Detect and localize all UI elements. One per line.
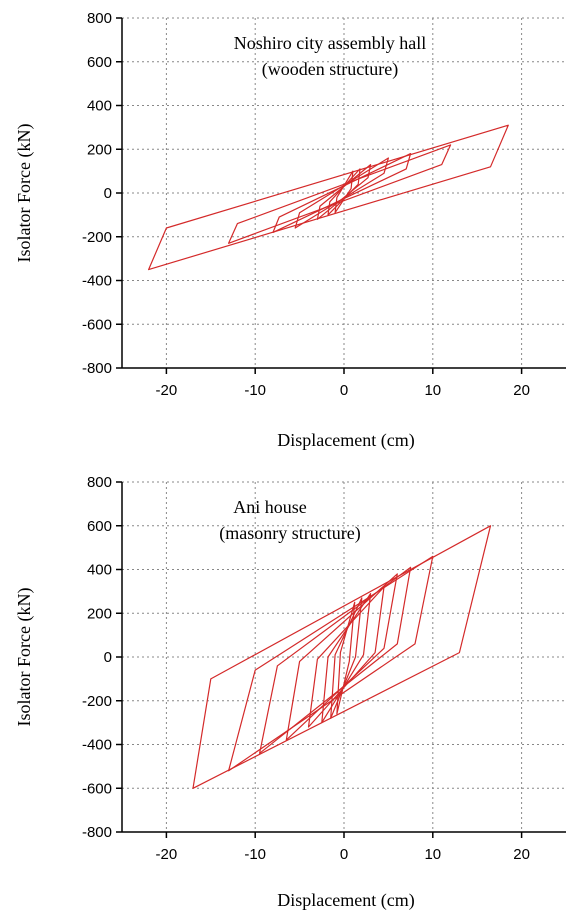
hysteresis-loop <box>192 525 492 789</box>
y-tick-label: -600 <box>82 780 112 797</box>
chart-annotation-line-2: (wooden structure) <box>262 59 398 80</box>
hysteresis-loop <box>148 124 509 271</box>
y-axis-label: Isolator Force (kN) <box>14 588 35 727</box>
hysteresis-loop <box>336 601 356 715</box>
x-tick-label: -20 <box>156 846 178 863</box>
hysteresis-loop <box>334 170 354 214</box>
y-tick-label: 0 <box>104 185 112 202</box>
hysteresis-loop <box>330 597 363 719</box>
hysteresis-loop <box>259 566 412 754</box>
x-tick-label: 0 <box>340 846 348 863</box>
y-tick-label: 400 <box>87 98 112 115</box>
hysteresis-loop <box>294 157 389 229</box>
hysteresis-loops <box>192 525 492 789</box>
y-axis-label: Isolator Force (kN) <box>14 124 35 263</box>
y-tick-label: 800 <box>87 10 112 27</box>
y-tick-labels: 800 600 400 200 0 -200 -400 -600 -800 <box>82 10 112 377</box>
y-tick-label: -800 <box>82 360 112 377</box>
chart-annotation-line-1: Noshiro city assembly hall <box>234 33 426 53</box>
x-tick-labels: -20 -10 0 10 20 <box>156 382 530 399</box>
x-tick-labels: -20 -10 0 10 20 <box>156 846 530 863</box>
x-tick-label: 10 <box>424 846 441 863</box>
y-tick-label: 800 <box>87 474 112 491</box>
y-tick-label: -600 <box>82 316 112 333</box>
chart-panel-top: 800 600 400 200 0 -200 -400 -600 -800 -20 -10 0 10 2… <box>14 10 566 451</box>
x-tick-label: 20 <box>513 382 530 399</box>
y-tick-label: 600 <box>87 54 112 71</box>
x-tick-label: -10 <box>244 846 266 863</box>
x-tick-label: -20 <box>156 382 178 399</box>
x-tick-label: 10 <box>424 382 441 399</box>
x-tick-label: -10 <box>244 382 266 399</box>
hysteresis-loop <box>272 153 412 233</box>
x-tick-label: 20 <box>513 846 530 863</box>
hysteresis-loop <box>321 592 372 724</box>
y-tick-label: 0 <box>104 649 112 666</box>
y-tick-label: -800 <box>82 824 112 841</box>
chart-annotation-line-1: Ani house <box>233 497 307 517</box>
x-axis-label: Displacement (cm) <box>277 890 414 911</box>
hysteresis-loops <box>148 124 509 271</box>
axes <box>116 17 566 374</box>
y-tick-label: 200 <box>87 141 112 158</box>
y-tick-label: -400 <box>82 737 112 754</box>
axes <box>116 481 566 838</box>
chart-annotation-line-2: (masonry structure) <box>219 523 360 544</box>
y-tick-label: -400 <box>82 273 112 290</box>
y-tick-label: 600 <box>87 518 112 535</box>
hysteresis-loop <box>327 168 361 216</box>
y-tick-label: 200 <box>87 605 112 622</box>
hysteresis-loop <box>307 586 385 728</box>
hysteresis-loop <box>228 144 452 244</box>
y-tick-label: -200 <box>82 693 112 710</box>
y-tick-label: 400 <box>87 562 112 579</box>
hysteresis-loop <box>228 555 434 772</box>
y-tick-labels: 800 600 400 200 0 -200 -400 -600 -800 <box>82 474 112 841</box>
y-tick-label: -200 <box>82 229 112 246</box>
x-axis-label: Displacement (cm) <box>277 430 414 451</box>
chart-panel-bottom: 800 600 400 200 0 -200 -400 -600 -800 -20 -10 0 10 2… <box>14 474 566 911</box>
x-tick-label: 0 <box>340 382 348 399</box>
